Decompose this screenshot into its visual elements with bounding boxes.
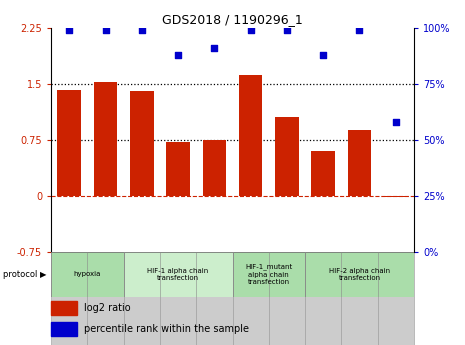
FancyBboxPatch shape [160,252,196,345]
Point [174,52,182,57]
FancyBboxPatch shape [196,252,232,345]
Point [102,27,109,32]
Bar [312,151,335,196]
Bar [124,252,232,297]
Point [283,27,291,32]
Bar [239,75,262,196]
Text: HIF-1_mutant
alpha chain
transfection: HIF-1_mutant alpha chain transfection [245,263,292,285]
FancyBboxPatch shape [232,252,269,345]
FancyBboxPatch shape [87,252,124,345]
Bar [203,140,226,196]
Bar [232,252,305,297]
Text: HIF-2 alpha chain
transfection: HIF-2 alpha chain transfection [329,267,390,281]
Title: GDS2018 / 1190296_1: GDS2018 / 1190296_1 [162,13,303,27]
Bar [51,301,77,315]
Point [138,27,146,32]
FancyBboxPatch shape [341,252,378,345]
Point [356,27,363,32]
Bar [305,252,414,297]
Bar [348,130,371,196]
FancyBboxPatch shape [305,252,341,345]
Point [66,27,73,32]
Bar [58,90,81,196]
FancyBboxPatch shape [124,252,160,345]
Bar [275,117,299,196]
FancyBboxPatch shape [378,252,414,345]
Point [319,52,327,57]
Bar [384,196,407,197]
Text: percentile rank within the sample: percentile rank within the sample [84,324,249,334]
Bar [94,82,117,196]
Text: protocol ▶: protocol ▶ [3,270,46,279]
Bar [166,142,190,196]
Text: log2 ratio: log2 ratio [84,303,130,313]
Bar [51,252,124,297]
Point [211,45,218,50]
Text: hypoxia: hypoxia [74,271,101,277]
FancyBboxPatch shape [51,252,87,345]
Point [247,27,254,32]
Bar [51,322,77,336]
Point [392,119,399,125]
Text: HIF-1 alpha chain
transfection: HIF-1 alpha chain transfection [147,267,209,281]
FancyBboxPatch shape [269,252,305,345]
Bar [130,91,153,196]
